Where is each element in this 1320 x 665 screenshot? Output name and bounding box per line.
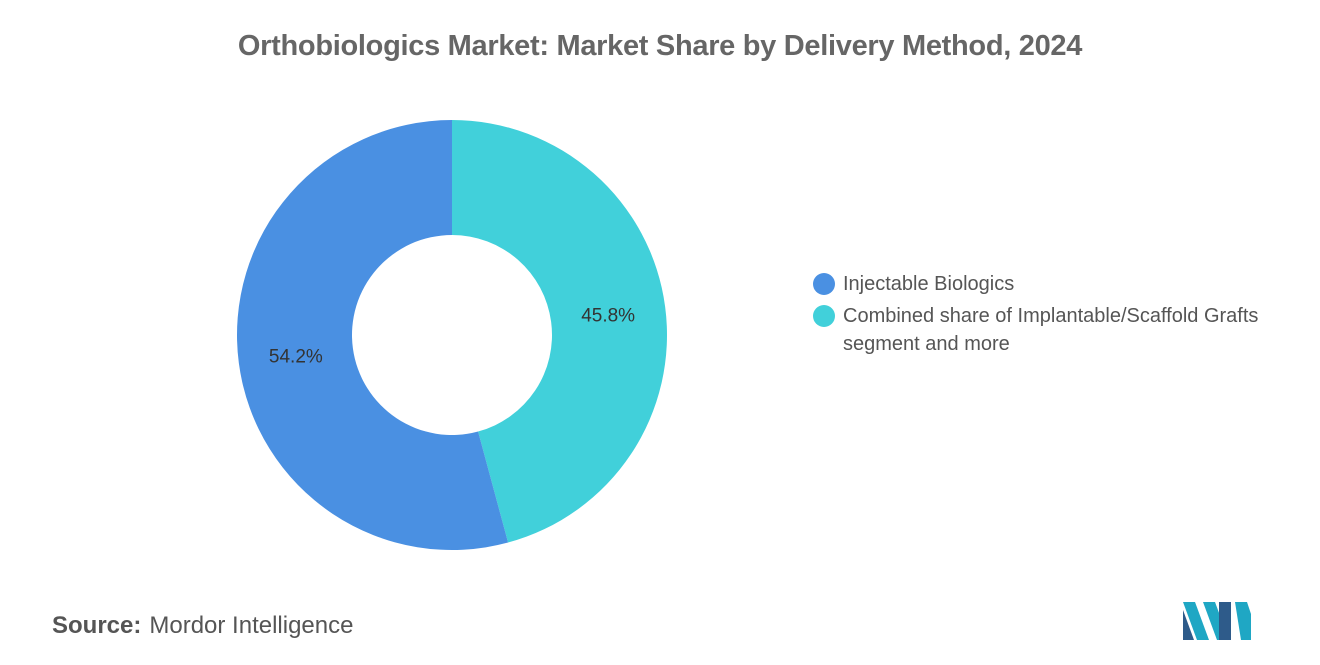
slice-data-label-2: 45.8% <box>581 305 635 326</box>
source-label: Source: <box>52 612 142 639</box>
legend-item: Injectable Biologics <box>813 270 1283 298</box>
slice-data-label-1: 54.2% <box>269 347 323 368</box>
legend-label: Injectable Biologics <box>843 273 1015 295</box>
donut-slice-1 <box>236 120 509 551</box>
source-value: Mordor Intelligence <box>149 612 354 639</box>
source-line: Source: Mordor Intelligence <box>52 612 353 640</box>
chart-title: Orthobiologics Market: Market Share by D… <box>237 30 1083 62</box>
legend-label: Combined share of Implantable/Scaffold G… <box>843 305 1259 355</box>
legend-swatch-icon <box>813 305 835 327</box>
chart-legend: Injectable Biologics Combined share of Im… <box>813 270 1283 362</box>
mordor-intelligence-logo <box>1183 602 1251 640</box>
legend-item: Combined share of Implantable/Scaffold G… <box>813 302 1283 358</box>
legend-swatch-icon <box>813 273 835 295</box>
donut-slice-2 <box>452 120 667 543</box>
